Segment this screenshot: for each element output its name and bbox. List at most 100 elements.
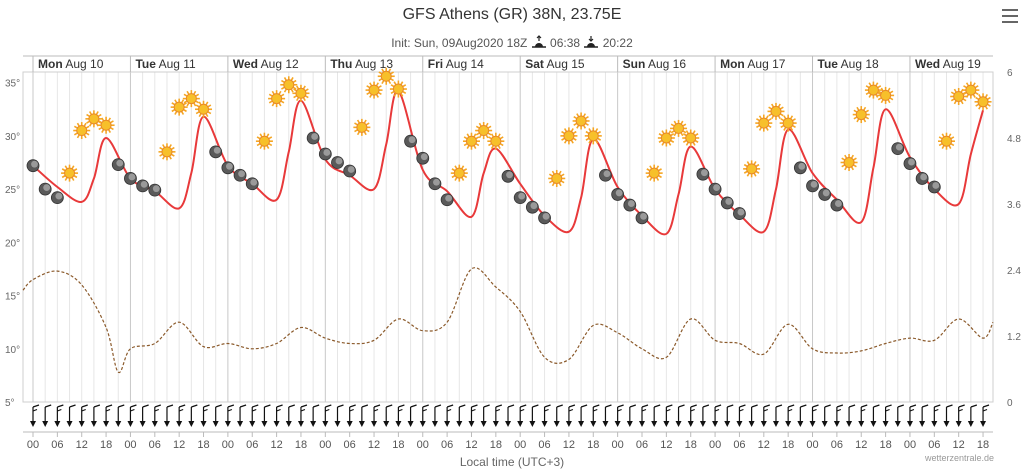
barb-flag (520, 404, 527, 408)
moon-icon (148, 183, 162, 197)
sun-ray (682, 139, 687, 143)
sun-icon (182, 90, 200, 108)
sun-ray (195, 100, 200, 104)
sun-ray (765, 127, 769, 131)
sun-disc (575, 115, 587, 127)
sun-ray (692, 130, 696, 135)
sun-ray (499, 143, 504, 147)
barb-arrowhead (663, 421, 670, 427)
barb-flag (580, 404, 588, 408)
sun-ray (475, 125, 480, 129)
barb-arrowhead (724, 421, 731, 427)
wind-barb (748, 404, 758, 427)
sun-ray (168, 155, 172, 160)
barb-arrowhead (54, 421, 61, 427)
barb-flag (300, 408, 306, 412)
sun-ray (850, 154, 855, 159)
chart-subtitle: Init: Sun, 09Aug2020 18Z 06:38 20:22 (0, 35, 1024, 50)
sun-ray (497, 133, 501, 138)
sun-ray (71, 165, 75, 170)
sun-ray (266, 145, 270, 149)
barb-flag (69, 404, 76, 408)
sun-disc (867, 84, 879, 96)
wind-barb (736, 404, 746, 427)
sun-ray (668, 130, 672, 135)
hour-label: 18 (490, 439, 502, 451)
sun-ray (853, 116, 858, 120)
hour-axis: 00 06 12 18 00 06 12 18 00 06 12 18 00 06 12 18 00 06 12 18… (23, 431, 993, 451)
sun-icon (877, 86, 895, 104)
barb-flag (495, 404, 503, 408)
hour-label: 00 (709, 439, 721, 451)
sun-disc (782, 117, 794, 129)
sun-ray (363, 131, 367, 136)
sun-ray (83, 122, 87, 127)
hour-label: 06 (928, 439, 940, 451)
sun-ray (76, 122, 80, 127)
barb-arrowhead (66, 421, 73, 427)
moon-icon (525, 200, 539, 214)
barb-arrowhead (237, 421, 244, 427)
barb-arrowhead (383, 421, 390, 427)
moon-highlight (506, 171, 513, 179)
sun-ray (975, 96, 980, 100)
barb-flag (398, 408, 403, 412)
wind-barb (456, 404, 466, 427)
sun-ray (475, 132, 480, 136)
sun-ray (268, 143, 273, 147)
sun-ray (558, 182, 562, 187)
sun-ray (570, 128, 574, 132)
barb-arrowhead (699, 421, 706, 427)
sun-disc (161, 146, 173, 158)
moon-icon (124, 172, 137, 185)
barb-flag (130, 404, 137, 408)
barb-flag (446, 408, 452, 412)
barb-flag (495, 408, 501, 412)
sun-ray (975, 103, 980, 107)
wind-barb (639, 404, 649, 427)
barb-flag (629, 404, 637, 408)
barb-flag (264, 404, 271, 408)
wind-barb (297, 404, 308, 427)
sun-ray (768, 106, 773, 110)
sun-ray (490, 133, 495, 138)
day-label: Mon Aug 17 (720, 57, 786, 71)
barb-flag (361, 404, 369, 408)
wind-barbs (30, 404, 990, 427)
sun-icon (255, 132, 273, 150)
sun-ray (83, 134, 87, 139)
wind-barb (115, 404, 125, 427)
sun-ray (561, 130, 565, 135)
y-tick-label-right: 3.6 (1007, 200, 1021, 211)
barb-flag (300, 404, 308, 408)
sun-disc (392, 83, 404, 95)
sun-ray (963, 91, 967, 96)
wind-barb (42, 404, 52, 427)
y-axis-left: 5° 10° 15° 20° 25° 30° 35° (5, 79, 20, 409)
sun-ray (863, 106, 867, 111)
sun-ray (682, 133, 687, 137)
sun-disc (453, 167, 465, 179)
sun-icon (377, 67, 395, 85)
sun-ray (162, 155, 166, 160)
sun-ray (560, 173, 565, 177)
moon-highlight (822, 189, 830, 197)
sun-disc (283, 79, 295, 91)
sun-ray (61, 174, 66, 179)
hamburger-menu-icon[interactable] (1002, 9, 1018, 23)
hour-label: 18 (587, 439, 599, 451)
sun-ray (986, 96, 991, 100)
moon-icon (708, 182, 722, 196)
sun-icon (560, 127, 578, 145)
wind-barb (334, 404, 344, 427)
barb-arrowhead (590, 421, 597, 427)
barb-flag (836, 404, 844, 408)
sun-ray (948, 145, 952, 149)
barb-arrowhead (833, 421, 840, 427)
sun-ray (780, 124, 785, 129)
sun-ray (789, 115, 794, 120)
hour-label: 00 (417, 439, 429, 451)
barb-flag (32, 404, 40, 408)
sun-disc (977, 96, 989, 108)
